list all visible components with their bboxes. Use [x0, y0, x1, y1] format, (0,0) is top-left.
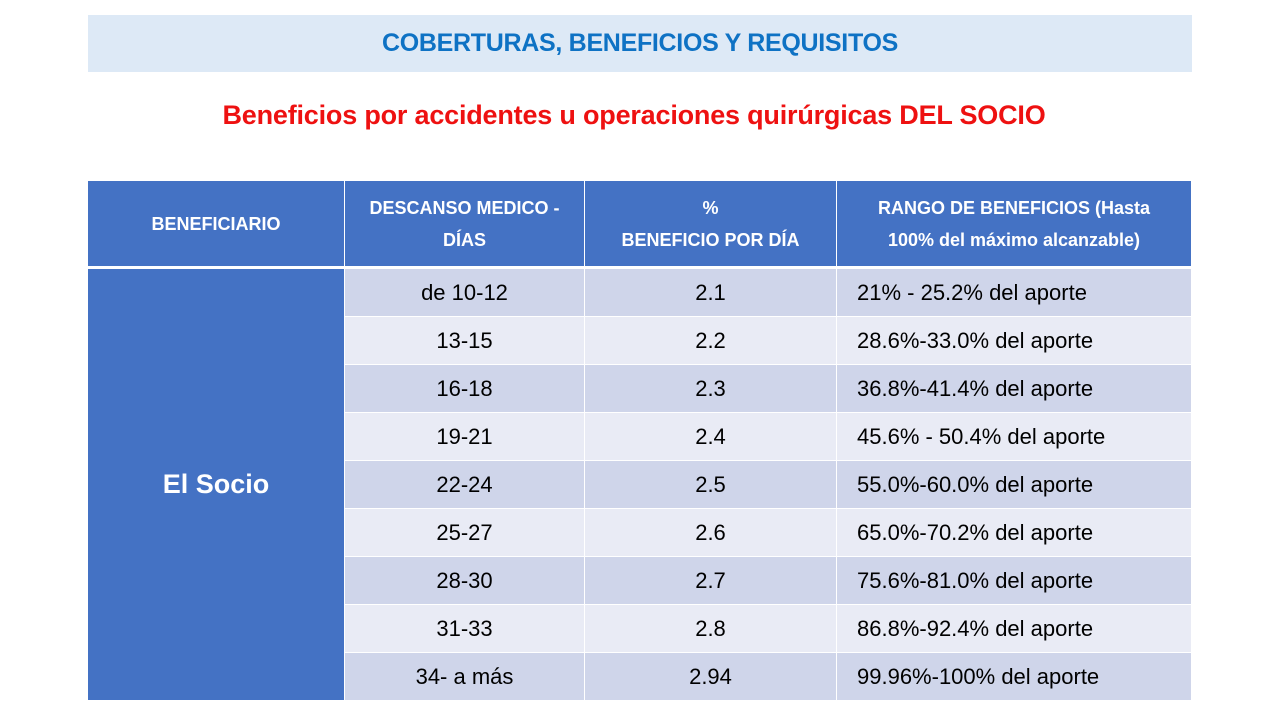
range-cell: 21% - 25.2% del aporte: [836, 267, 1192, 317]
days-cell: de 10-12: [344, 267, 585, 317]
column-header-days: DESCANSO MEDICO - DÍAS: [344, 180, 585, 269]
range-cell: 55.0%-60.0% del aporte: [836, 460, 1192, 509]
beneficiary-cell: El Socio: [87, 267, 345, 701]
table-row: 19-21 2.4 45.6% - 50.4% del aporte: [88, 412, 1192, 461]
table-row: El Socio de 10-12 2.1 21% - 25.2% del ap…: [87, 267, 1192, 701]
days-cell: 31-33: [344, 604, 585, 653]
column-header-percent: % BENEFICIO POR DÍA: [584, 180, 837, 269]
range-cell: 75.6%-81.0% del aporte: [836, 556, 1192, 605]
days-cell: 22-24: [344, 460, 585, 509]
range-cell: 45.6% - 50.4% del aporte: [836, 412, 1192, 461]
table-header-row: BENEFICIARIO DESCANSO MEDICO - DÍAS % BE…: [87, 180, 1192, 269]
column-header-range-line1: RANGO DE BENEFICIOS (Hasta: [877, 197, 1151, 218]
column-header-range-line2: 100% del máximo alcanzable): [887, 229, 1141, 250]
section-subtitle: Beneficios por accidentes u operaciones …: [222, 100, 1046, 130]
column-header-percent-line1: %: [702, 197, 719, 218]
percent-cell: 2.5: [584, 460, 837, 509]
column-header-range: RANGO DE BENEFICIOS (Hasta 100% del máxi…: [836, 180, 1192, 269]
percent-cell: 2.7: [584, 556, 837, 605]
table-row: 22-24 2.5 55.0%-60.0% del aporte: [88, 460, 1192, 509]
percent-cell: 2.2: [584, 316, 837, 365]
days-cell: 28-30: [344, 556, 585, 605]
days-cell: 16-18: [344, 364, 585, 413]
percent-cell: 2.6: [584, 508, 837, 557]
column-header-days-line1: DESCANSO MEDICO -: [369, 197, 560, 218]
range-cell: 65.0%-70.2% del aporte: [836, 508, 1192, 557]
column-header-beneficiary: BENEFICIARIO: [87, 180, 345, 269]
column-header-percent-line2: BENEFICIO POR DÍA: [621, 229, 800, 250]
range-cell: 36.8%-41.4% del aporte: [836, 364, 1192, 413]
title-banner: COBERTURAS, BENEFICIOS Y REQUISITOS: [88, 15, 1192, 72]
percent-cell: 2.4: [584, 412, 837, 461]
benefits-table: BENEFICIARIO DESCANSO MEDICO - DÍAS % BE…: [87, 180, 1192, 701]
days-cell: 25-27: [344, 508, 585, 557]
percent-cell: 2.94: [584, 652, 837, 701]
percent-cell: 2.3: [584, 364, 837, 413]
range-cell: 86.8%-92.4% del aporte: [836, 604, 1192, 653]
page-title: COBERTURAS, BENEFICIOS Y REQUISITOS: [382, 29, 898, 57]
table-row: 16-18 2.3 36.8%-41.4% del aporte: [88, 364, 1192, 413]
percent-cell: 2.1: [584, 267, 837, 317]
days-cell: 34- a más: [344, 652, 585, 701]
table-row: 28-30 2.7 75.6%-81.0% del aporte: [88, 556, 1192, 605]
range-cell: 28.6%-33.0% del aporte: [836, 316, 1192, 365]
percent-cell: 2.8: [584, 604, 837, 653]
range-cell: 99.96%-100% del aporte: [836, 652, 1192, 701]
days-cell: 19-21: [344, 412, 585, 461]
column-header-days-line2: DÍAS: [442, 229, 486, 250]
table-row: 31-33 2.8 86.8%-92.4% del aporte: [88, 604, 1192, 653]
days-cell: 13-15: [344, 316, 585, 365]
table-row: 13-15 2.2 28.6%-33.0% del aporte: [88, 316, 1192, 365]
column-header-beneficiary-label: BENEFICIARIO: [151, 213, 281, 234]
table-row: 34- a más 2.94 99.96%-100% del aporte: [88, 652, 1192, 701]
